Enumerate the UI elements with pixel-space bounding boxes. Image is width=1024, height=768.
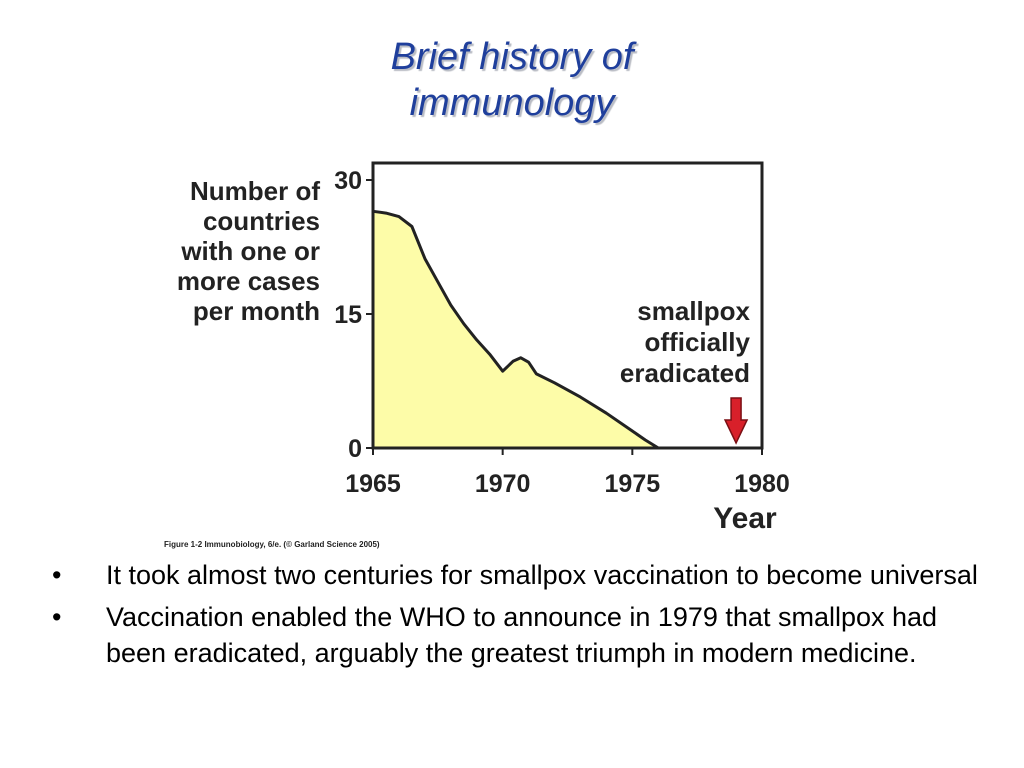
- series-area: [373, 211, 659, 448]
- bullet-list: • It took almost two centuries for small…: [52, 557, 982, 677]
- eradication-arrow-icon: [723, 397, 749, 445]
- annotation-label: officially: [645, 327, 751, 357]
- title-line-2: immunology: [409, 82, 615, 124]
- plot-frame: [371, 161, 764, 450]
- x-tick-label: 1980: [734, 470, 790, 498]
- bullet-icon: •: [52, 560, 62, 590]
- x-tick-label: 1965: [345, 470, 401, 498]
- x-tick-label: 1970: [475, 470, 531, 498]
- bullet-item: • It took almost two centuries for small…: [52, 557, 982, 593]
- y-axis-label: Number of: [190, 176, 320, 206]
- title-line-1: Brief history of: [390, 36, 634, 78]
- x-tick-label: 1975: [605, 470, 661, 498]
- smallpox-chart: 0 15 30 1965 1970 1975 1980 Number ofcountriesw…: [177, 161, 790, 535]
- series-line: [372, 209, 660, 450]
- slide-title: Brief history of immunology: [0, 34, 1024, 126]
- annotation-label: smallpox: [637, 296, 750, 326]
- y-tick-label: 30: [334, 167, 362, 195]
- bullet-text: It took almost two centuries for smallpo…: [106, 560, 978, 590]
- annotation-label: eradicated: [620, 358, 750, 388]
- y-axis-label: more cases: [177, 266, 320, 296]
- y-tick-label: 0: [348, 435, 362, 463]
- y-axis-label: countries: [203, 206, 320, 236]
- x-axis-label: Year: [713, 502, 777, 535]
- y-axis-label: per month: [193, 296, 320, 326]
- bullet-icon: •: [52, 602, 62, 632]
- bullet-text: Vaccination enabled the WHO to announce …: [106, 602, 938, 668]
- y-axis-label: with one or: [180, 236, 320, 266]
- y-tick-label: 15: [334, 301, 362, 329]
- figure-caption: Figure 1-2 Immunobiology, 6/e. (© Garlan…: [164, 540, 380, 549]
- bullet-item: • Vaccination enabled the WHO to announc…: [52, 599, 982, 671]
